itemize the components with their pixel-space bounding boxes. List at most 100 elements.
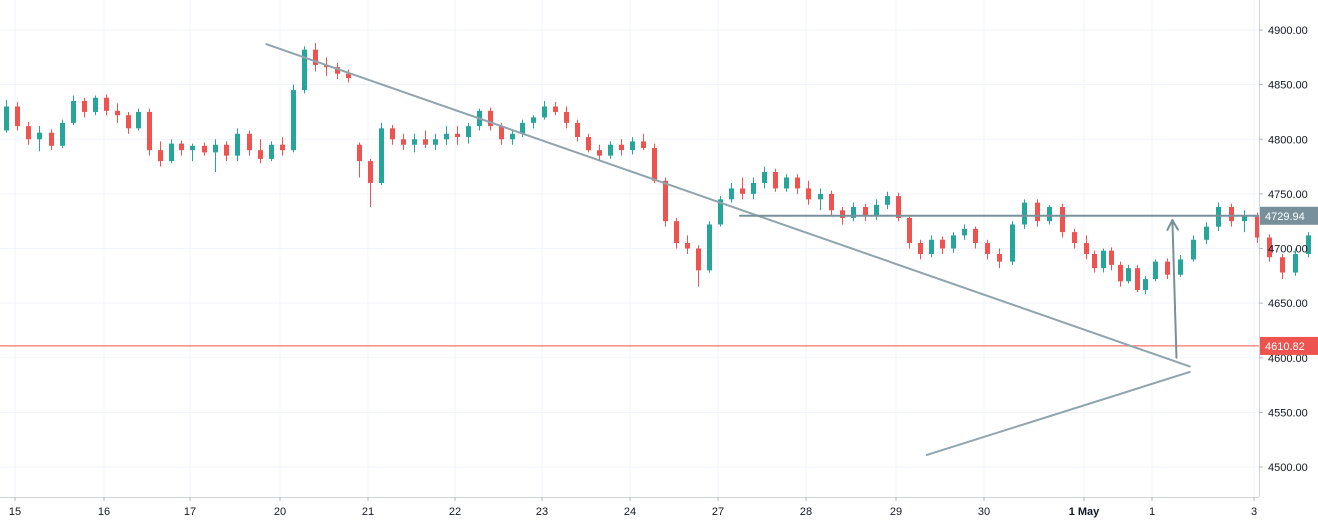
candle-down: [499, 126, 504, 140]
y-tick-label: 4600.00: [1268, 353, 1308, 365]
candle-up: [951, 235, 956, 249]
candle-down: [1165, 261, 1170, 275]
candle-down: [390, 128, 395, 140]
candle-down: [158, 150, 163, 162]
candle-up: [1047, 206, 1052, 222]
candle-up: [1178, 259, 1183, 275]
candle-down: [997, 253, 1002, 262]
candle-down: [795, 177, 800, 189]
candle-down: [1118, 264, 1123, 282]
x-tick-label: 27: [712, 506, 724, 518]
candle-down: [597, 150, 602, 156]
target-label: 4729.94: [1265, 211, 1305, 223]
candle-up: [4, 106, 9, 131]
x-tick-label: 15: [9, 506, 21, 518]
candle-up: [71, 101, 76, 123]
candle-up: [379, 128, 384, 183]
x-tick-label: 22: [449, 506, 461, 518]
y-tick-label: 4650.00: [1268, 298, 1308, 310]
candle-down: [104, 97, 109, 111]
x-tick-label: 16: [98, 506, 110, 518]
candle-up: [1293, 253, 1298, 273]
candle-up: [1126, 268, 1131, 282]
candle-up: [874, 204, 879, 216]
candle-up: [60, 122, 65, 146]
candle-up: [510, 133, 515, 140]
candle-up: [213, 144, 218, 153]
y-tick-label: 4900.00: [1268, 25, 1308, 37]
candle-down: [1060, 206, 1065, 233]
last-price-label-bg: [1260, 336, 1318, 355]
candle-up: [1204, 226, 1209, 240]
candle-down: [368, 161, 373, 183]
candle-down: [896, 196, 901, 218]
candle-down: [1280, 257, 1285, 273]
x-tick-label: 21: [362, 506, 374, 518]
target-label-bg: [1260, 206, 1318, 225]
y-tick-label: 4800.00: [1268, 134, 1308, 146]
y-tick-label: 4700.00: [1268, 244, 1308, 256]
candle-down: [740, 188, 745, 194]
candle-down: [202, 145, 207, 153]
y-tick-label: 4550.00: [1268, 407, 1308, 419]
candle-up: [269, 144, 274, 159]
x-tick-label: 28: [800, 506, 812, 518]
candle-up: [291, 90, 296, 151]
candle-up: [751, 182, 756, 194]
candle-up: [608, 144, 613, 156]
candle-up: [169, 143, 174, 162]
candle-down: [564, 111, 569, 123]
candle-up: [1022, 202, 1027, 225]
candle-down: [49, 132, 54, 146]
candle-up: [412, 139, 417, 145]
candle-down: [1092, 253, 1097, 269]
candle-down: [346, 73, 351, 79]
candle-up: [542, 106, 547, 118]
y-tick-label: 4500.00: [1268, 462, 1308, 474]
candle-down: [575, 122, 580, 138]
candle-down: [1267, 237, 1272, 258]
x-tick-label: 23: [536, 506, 548, 518]
x-tick-label: 30: [978, 506, 990, 518]
candle-down: [863, 206, 868, 216]
y-tick-label: 4850.00: [1268, 80, 1308, 92]
candle-down: [1109, 250, 1114, 265]
candle-down: [553, 106, 558, 112]
candle-down: [357, 144, 362, 162]
candle-down: [280, 144, 285, 151]
candle-down: [224, 144, 229, 156]
candle-up: [929, 239, 934, 254]
candle-down: [685, 243, 690, 249]
candle-up: [885, 196, 890, 205]
candle-up: [1191, 239, 1196, 260]
candle-up: [466, 126, 471, 138]
candle-up: [531, 117, 536, 123]
candle-down: [423, 139, 428, 145]
x-tick-label: 17: [184, 506, 196, 518]
candle-down: [147, 111, 152, 151]
candle-down: [641, 141, 646, 148]
candle-up: [707, 224, 712, 271]
candle-down: [806, 188, 811, 200]
candle-up: [729, 188, 734, 200]
candle-down: [619, 144, 624, 151]
candle-down: [488, 110, 493, 127]
candle-down: [1135, 268, 1140, 291]
candle-down: [674, 221, 679, 244]
target-arrow: [1171, 219, 1178, 359]
candle-up: [190, 145, 195, 151]
candle-down: [940, 239, 945, 249]
candle-up: [93, 97, 98, 112]
candle-up: [37, 132, 42, 140]
candle-down: [973, 228, 978, 244]
last-price-label: 4610.82: [1265, 341, 1305, 353]
candle-down: [335, 67, 340, 74]
candle-up: [962, 228, 967, 236]
candle-up: [1010, 224, 1015, 262]
candle-down: [26, 126, 31, 140]
x-tick-label: 1: [1149, 506, 1155, 518]
candle-up: [1143, 279, 1148, 291]
